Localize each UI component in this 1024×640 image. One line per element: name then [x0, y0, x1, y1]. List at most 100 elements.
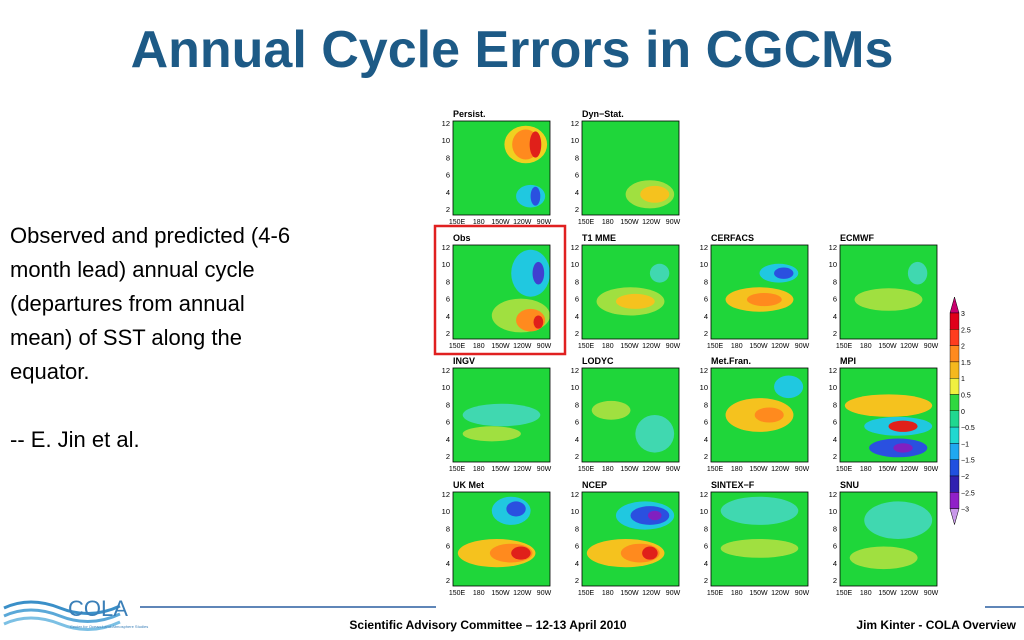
panel-frame	[839, 491, 938, 587]
y-tick-label: 4	[446, 435, 450, 444]
x-tick-label: 150E	[707, 590, 724, 597]
contour	[849, 546, 918, 570]
x-tick-label: 150W	[491, 343, 510, 350]
x-tick-label: 180	[602, 343, 614, 350]
y-tick-label: 8	[704, 524, 708, 533]
y-tick-label: 12	[442, 366, 450, 375]
x-tick-label: 120W	[900, 590, 919, 597]
y-tick-label: 10	[442, 383, 450, 392]
y-tick-label: 12	[571, 366, 579, 375]
contour	[635, 415, 675, 453]
y-tick-label: 10	[571, 507, 579, 516]
colorbar-swatch	[949, 361, 960, 379]
contours	[457, 496, 536, 568]
y-tick-label: 4	[575, 559, 579, 568]
x-tick-label: 150E	[836, 343, 853, 350]
y-tick-label: 12	[571, 243, 579, 252]
x-tick-label: 150E	[707, 466, 724, 473]
panel: SINTEX−F12 10 8 6 4 2 150E 180 150W 120W 90W	[700, 480, 810, 597]
logo: COLA Center for Ocean-Land-Atmosphere St…	[3, 596, 148, 631]
y-tick-label: 8	[575, 277, 579, 286]
x-tick-label: 90W	[666, 343, 681, 350]
x-tick-label: 150E	[836, 590, 853, 597]
y-tick-label: 6	[446, 295, 450, 304]
logo-subtext: Center for Ocean-Land-Atmosphere Studies	[70, 624, 148, 629]
y-tick-label: 10	[829, 383, 837, 392]
x-tick-label: 90W	[666, 466, 681, 473]
y-tick-label: 10	[442, 136, 450, 145]
colorbar-swatch	[949, 443, 960, 460]
contours	[854, 261, 928, 311]
x-tick-label: 90W	[795, 466, 810, 473]
x-tick-label: 180	[602, 590, 614, 597]
body-line: Observed and predicted (4-6	[10, 223, 291, 248]
y-tick-label: 6	[575, 418, 579, 427]
contour	[591, 400, 631, 420]
x-tick-label: 150E	[578, 466, 595, 473]
colorbar-swatch	[949, 492, 960, 509]
panel-label: SNU	[840, 480, 859, 490]
y-tick-label: 12	[829, 366, 837, 375]
x-tick-label: 180	[731, 466, 743, 473]
y-tick-label: 6	[704, 542, 708, 551]
colorbar-label: −2.5	[961, 490, 975, 497]
y-tick-label: 2	[704, 576, 708, 585]
y-tick-label: 4	[704, 312, 708, 321]
colorbar-label: −3	[961, 507, 969, 514]
y-tick-label: 2	[575, 205, 579, 214]
x-tick-label: 120W	[513, 219, 532, 226]
y-tick-label: 12	[829, 490, 837, 499]
y-tick-label: 2	[575, 576, 579, 585]
y-tick-label: 4	[575, 435, 579, 444]
y-tick-label: 8	[446, 400, 450, 409]
y-tick-label: 6	[833, 295, 837, 304]
panel: Persist.12 10 8 6 4 2 150E 180 150W 120W 90W	[442, 109, 552, 226]
contours	[725, 375, 804, 432]
panel-label: T1 MME	[582, 233, 616, 243]
y-tick-label: 2	[446, 452, 450, 461]
colorbar-end	[949, 296, 960, 314]
x-tick-label: 90W	[795, 343, 810, 350]
x-tick-label: 150W	[749, 590, 768, 597]
y-tick-label: 2	[833, 576, 837, 585]
panel-label: SINTEX−F	[711, 480, 755, 490]
x-tick-label: 90W	[924, 343, 939, 350]
contour	[907, 261, 928, 285]
colorbar-swatch	[949, 475, 960, 493]
y-tick-label: 8	[575, 400, 579, 409]
y-tick-label: 8	[833, 277, 837, 286]
x-tick-label: 90W	[924, 590, 939, 597]
colorbar-label: 2	[961, 344, 965, 351]
y-tick-label: 10	[571, 260, 579, 269]
contour	[640, 185, 670, 203]
y-tick-label: 10	[700, 260, 708, 269]
x-tick-label: 90W	[537, 219, 552, 226]
x-tick-label: 180	[731, 590, 743, 597]
x-tick-label: 150W	[620, 590, 639, 597]
y-tick-label: 6	[575, 542, 579, 551]
y-tick-label: 2	[446, 576, 450, 585]
panel-label: INGV	[453, 356, 475, 366]
y-tick-label: 6	[446, 542, 450, 551]
panel-frame	[581, 244, 680, 340]
y-tick-label: 10	[829, 260, 837, 269]
contour	[844, 394, 933, 417]
y-tick-label: 12	[571, 119, 579, 128]
colorbar-label: 1	[961, 376, 965, 383]
panel-frame	[710, 367, 809, 463]
y-tick-label: 10	[571, 136, 579, 145]
contour	[615, 293, 655, 309]
y-tick-label: 8	[575, 524, 579, 533]
contours	[625, 180, 675, 209]
x-tick-label: 180	[602, 466, 614, 473]
y-tick-label: 8	[446, 153, 450, 162]
